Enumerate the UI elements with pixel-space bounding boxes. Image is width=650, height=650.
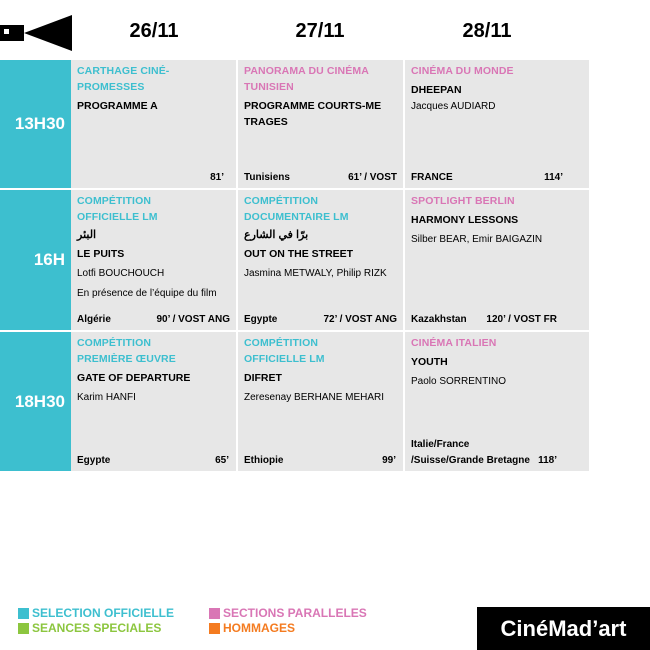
legend-swatch (18, 607, 29, 619)
director: Silber BEAR, Emir BAIGAZIN (411, 234, 543, 245)
time-slot-1: 13H30 (0, 60, 71, 188)
duration: 61’ / VOST (348, 172, 397, 183)
film-title: PROGRAMME A (77, 100, 158, 112)
film-title: LE PUITS (77, 248, 125, 260)
duration: 72’ / VOST ANG (323, 314, 397, 325)
program-cell: COMPÉTITION DOCUMENTAIRE LM برّا في الشا… (238, 190, 403, 330)
legend-swatch (209, 607, 220, 619)
legend-selection-officielle: SELECTION OFFICIELLE (18, 606, 174, 620)
country: Egypte (77, 455, 111, 466)
program-cell: CARTHAGE CINÉ-PROMESSES PROGRAMME A 81’ (71, 60, 236, 188)
director: Karim HANFI (77, 392, 136, 403)
legend-hommages: HOMMAGES (209, 621, 295, 635)
program-cell: COMPÉTITION OFFICIELLE LM DIFRET Zeresen… (238, 332, 403, 471)
director: Jasmina METWALY, Philip RIZK (244, 268, 387, 279)
country: Italie/France /Suisse/Grande Bretagne (411, 439, 530, 466)
program-cell: COMPÉTITION OFFICIELLE LM البئر LE PUITS… (71, 190, 236, 330)
country: FRANCE (411, 172, 453, 183)
film-title: DHEEPAN (411, 84, 462, 96)
section-label: CINÉMA DU MONDE (411, 65, 514, 77)
country: Kazakhstan (411, 314, 467, 325)
camera-icon (0, 15, 72, 51)
country: Egypte (244, 314, 278, 325)
section-label: COMPÉTITION OFFICIELLE LM (77, 195, 158, 223)
duration: 99’ (382, 455, 396, 466)
film-title: PROGRAMME COURTS-METRAGES (244, 100, 382, 128)
note: En présence de l’équipe du film (77, 288, 217, 299)
section-label: COMPÉTITION DOCUMENTAIRE LM (244, 195, 349, 223)
date-header-1: 26/11 (129, 20, 179, 42)
program-cell: CINÉMA ITALIEN YOUTH Paolo SORRENTINO It… (405, 332, 589, 471)
film-title: YOUTH (411, 356, 448, 368)
section-label: CINÉMA ITALIEN (411, 337, 497, 349)
legend-label: SECTIONS PARALLELES (223, 606, 367, 620)
section-label: CARTHAGE CINÉ-PROMESSES (77, 65, 170, 93)
legend-swatch (18, 622, 29, 634)
section-label: SPOTLIGHT BERLIN (411, 195, 515, 207)
brand-logo: CinéMad’art (477, 607, 650, 650)
duration: 90’ / VOST ANG (156, 314, 230, 325)
section-label: COMPÉTITION PREMIÈRE ŒUVRE (77, 337, 176, 365)
program-cell: CINÉMA DU MONDE DHEEPAN Jacques AUDIARD … (405, 60, 589, 188)
program-cell: SPOTLIGHT BERLIN HARMONY LESSONS Silber … (405, 190, 589, 330)
legend-seances-speciales: SEANCES SPECIALES (18, 621, 161, 635)
legend-label: SELECTION OFFICIELLE (32, 606, 175, 620)
country: Tunisiens (244, 172, 290, 183)
duration: 81’ (210, 172, 224, 183)
legend-label: HOMMAGES (223, 621, 295, 635)
legend-swatch (209, 622, 220, 634)
director: Jacques AUDIARD (411, 101, 496, 112)
time-slot-3: 18H30 (0, 332, 71, 471)
date-header-3: 28/11 (462, 20, 512, 42)
time-slot-2: 16H (0, 190, 71, 330)
duration: 65’ (215, 455, 229, 466)
director: Lotfi BOUCHOUCH (77, 268, 165, 279)
duration: 120’ / VOST FR (486, 314, 557, 325)
duration: 118’ (538, 455, 557, 466)
film-title: HARMONY LESSONS (411, 214, 519, 226)
arabic-title: البئر (77, 229, 97, 241)
date-header-2: 27/11 (295, 20, 345, 42)
country: Algérie (77, 314, 111, 325)
film-title: DIFRET (244, 372, 282, 384)
program-cell: COMPÉTITION PREMIÈRE ŒUVRE GATE OF DEPAR… (71, 332, 236, 471)
arabic-title: برّا في الشارع (244, 229, 309, 241)
director: Zeresenay BERHANE MEHARI (244, 392, 385, 403)
program-cell: PANORAMA DU CINÉMA TUNISIEN PROGRAMME CO… (238, 60, 403, 188)
duration: 114’ (544, 172, 563, 183)
film-title: OUT ON THE STREET (244, 248, 354, 260)
section-label: PANORAMA DU CINÉMA TUNISIEN (244, 65, 369, 93)
legend-label: SEANCES SPECIALES (32, 621, 162, 635)
director: Paolo SORRENTINO (411, 376, 507, 387)
film-title: GATE OF DEPARTURE (77, 372, 191, 384)
country: Ethiopie (244, 455, 284, 466)
legend-sections-paralleles: SECTIONS PARALLELES (209, 606, 367, 620)
section-label: COMPÉTITION OFFICIELLE LM (244, 337, 325, 365)
